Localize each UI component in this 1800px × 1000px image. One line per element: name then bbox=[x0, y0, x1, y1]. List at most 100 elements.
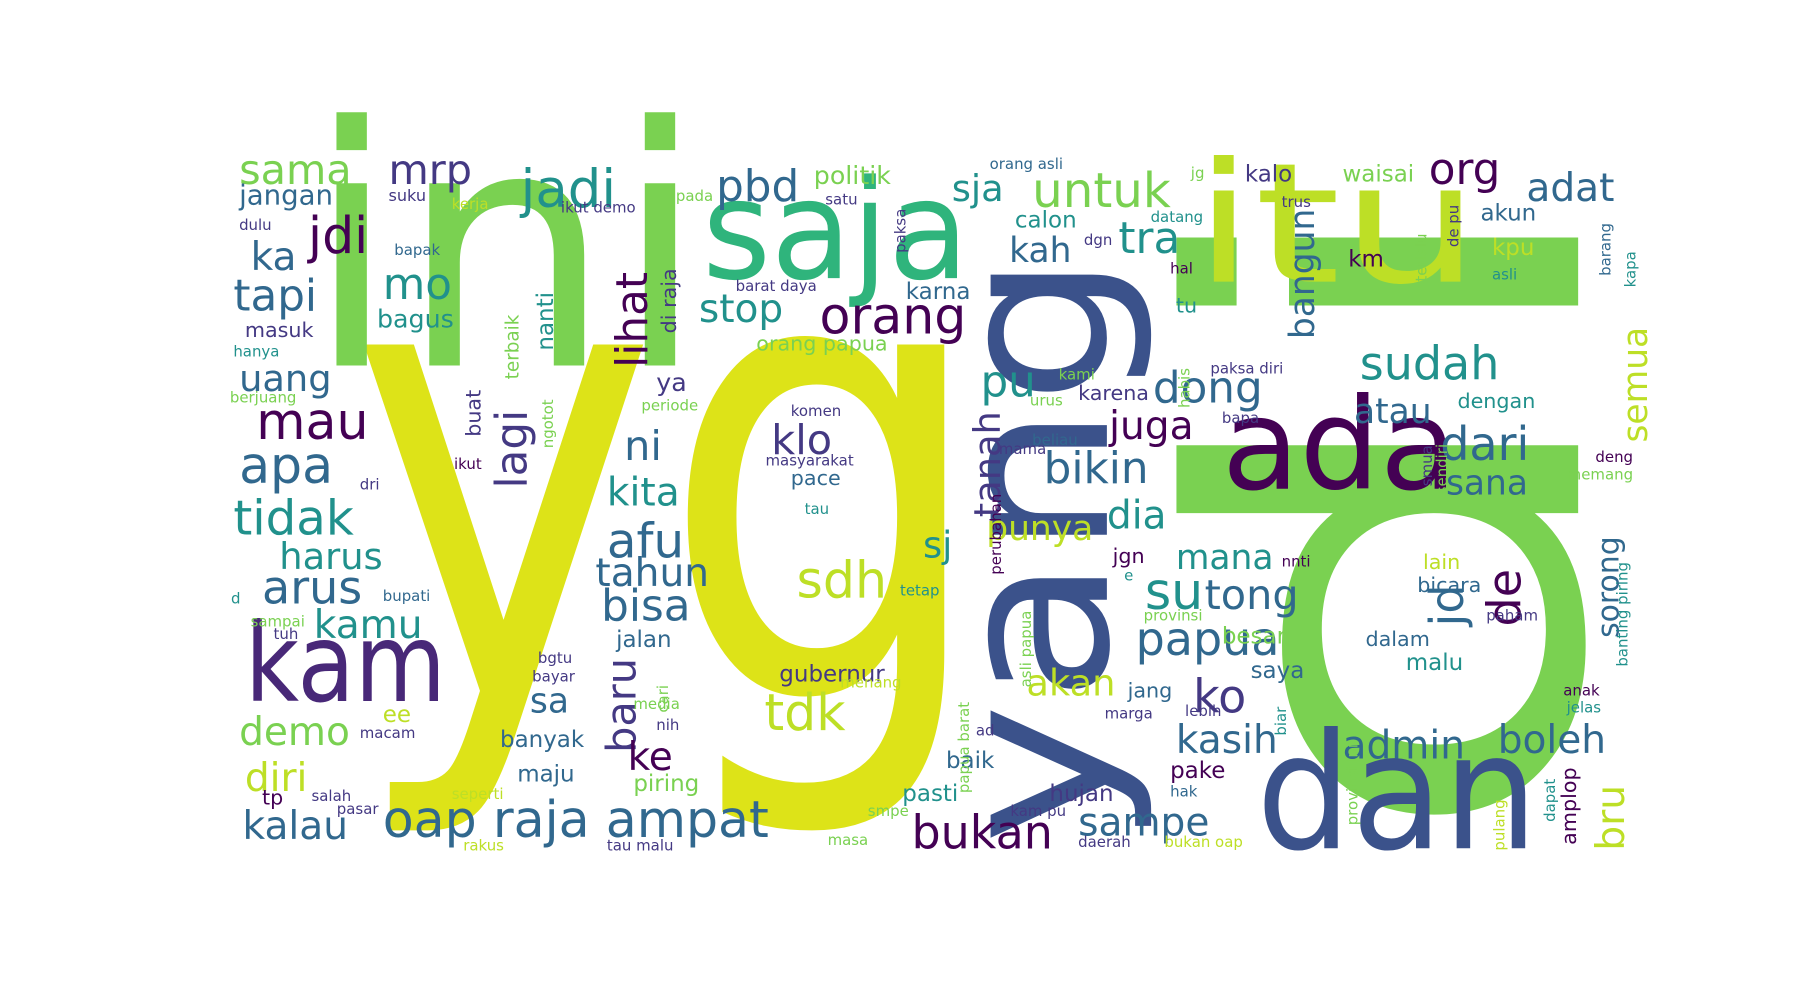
word: calon bbox=[1015, 208, 1077, 234]
word: nih bbox=[656, 716, 679, 734]
word: seperti bbox=[452, 785, 504, 803]
word: nnti bbox=[1282, 553, 1311, 571]
word: kalau bbox=[243, 804, 348, 849]
word: bisa bbox=[601, 581, 690, 632]
word: boleh bbox=[1498, 718, 1606, 763]
word: bukan bbox=[911, 805, 1052, 859]
word: berjuang bbox=[230, 388, 297, 406]
word: ini bbox=[305, 57, 707, 445]
word: semua bbox=[1616, 327, 1656, 443]
word: itu bbox=[1193, 128, 1480, 322]
word: ka bbox=[251, 235, 297, 280]
word: punya bbox=[986, 509, 1093, 549]
word: maju bbox=[517, 762, 574, 788]
word: mrp bbox=[389, 146, 473, 194]
word: sa bbox=[530, 682, 569, 722]
word: kamu bbox=[314, 603, 423, 648]
word: hujan bbox=[1049, 781, 1113, 807]
word: cari bbox=[654, 685, 672, 713]
word: tapi bbox=[233, 270, 317, 321]
word: karena bbox=[1078, 381, 1149, 405]
word: mama bbox=[999, 440, 1046, 458]
word: datang bbox=[1151, 208, 1204, 226]
word: banyak bbox=[500, 727, 585, 753]
word: d bbox=[231, 589, 240, 607]
word: demo bbox=[239, 710, 350, 755]
word: amplop bbox=[1557, 767, 1581, 844]
word: juga bbox=[1108, 404, 1193, 449]
word: tanah bbox=[966, 411, 1009, 517]
word: kpu bbox=[1492, 235, 1534, 261]
word: trus bbox=[1282, 193, 1311, 211]
word: dia bbox=[1107, 494, 1167, 539]
word: ngotot bbox=[539, 399, 557, 448]
word: orang bbox=[820, 286, 967, 345]
word: dgn bbox=[1084, 231, 1112, 249]
word: malu bbox=[1406, 650, 1463, 676]
word: orang asli bbox=[990, 155, 1063, 173]
word: bgtu bbox=[538, 649, 572, 667]
word: de pu bbox=[1445, 205, 1463, 247]
word: sja bbox=[952, 167, 1004, 210]
word: tong bbox=[1205, 571, 1299, 619]
word: masa bbox=[828, 831, 869, 849]
word: e bbox=[1124, 566, 1133, 584]
word: de bbox=[1478, 569, 1532, 626]
word: bagus bbox=[377, 305, 454, 334]
word: asli bbox=[1492, 265, 1517, 283]
word: baru bbox=[598, 658, 646, 753]
word: paham bbox=[1486, 607, 1538, 625]
word: dri bbox=[360, 476, 380, 494]
word: jd bbox=[1420, 584, 1474, 627]
word: diri bbox=[245, 756, 308, 801]
word: jgn bbox=[1112, 544, 1145, 568]
word: bapa bbox=[1222, 409, 1259, 427]
word: tuh bbox=[274, 625, 299, 643]
word: ko bbox=[1193, 670, 1246, 724]
word: di bbox=[1087, 167, 1703, 857]
word: kam bbox=[245, 600, 446, 727]
word: beliau bbox=[1032, 431, 1078, 449]
word: kapa bbox=[1622, 251, 1640, 287]
word: kerja bbox=[452, 195, 489, 213]
word: lagi bbox=[486, 410, 537, 489]
word: marga bbox=[1105, 704, 1153, 722]
word: dari bbox=[1440, 417, 1529, 471]
word: baik bbox=[946, 748, 995, 774]
word: masyarakat bbox=[766, 452, 854, 470]
word: sana bbox=[1446, 463, 1528, 503]
word: bapak bbox=[394, 241, 440, 259]
word: papua barat bbox=[955, 702, 973, 793]
word: ee bbox=[383, 702, 411, 728]
word: untuk bbox=[1032, 163, 1171, 219]
word: tp bbox=[262, 786, 283, 810]
word: tau malu bbox=[607, 837, 674, 855]
word: tidak bbox=[233, 490, 354, 546]
word: jdi bbox=[307, 206, 368, 265]
word: bru bbox=[1589, 785, 1634, 851]
word: adat bbox=[1526, 166, 1614, 211]
word: ke bbox=[628, 735, 673, 780]
word: satu bbox=[825, 191, 857, 209]
word: karna bbox=[906, 279, 971, 305]
word: saja bbox=[702, 150, 969, 311]
word: sdh bbox=[797, 551, 887, 610]
word: smpe bbox=[868, 802, 909, 820]
word: dalam bbox=[1366, 627, 1430, 651]
word: bikin bbox=[1044, 443, 1149, 494]
word: pace bbox=[791, 466, 841, 490]
word: piring bbox=[633, 771, 699, 797]
word: admin bbox=[1343, 724, 1465, 769]
word: jangan bbox=[238, 179, 333, 212]
word: tdk bbox=[764, 683, 846, 742]
word: hak bbox=[1170, 783, 1198, 801]
word: sj bbox=[923, 523, 952, 566]
word: lihat bbox=[607, 272, 658, 368]
word: media bbox=[633, 695, 680, 713]
word: di raja bbox=[657, 268, 681, 333]
word: lain bbox=[1423, 550, 1460, 574]
word: kasih bbox=[1176, 718, 1278, 763]
word: pu bbox=[980, 357, 1035, 408]
word: jalan bbox=[615, 627, 671, 653]
